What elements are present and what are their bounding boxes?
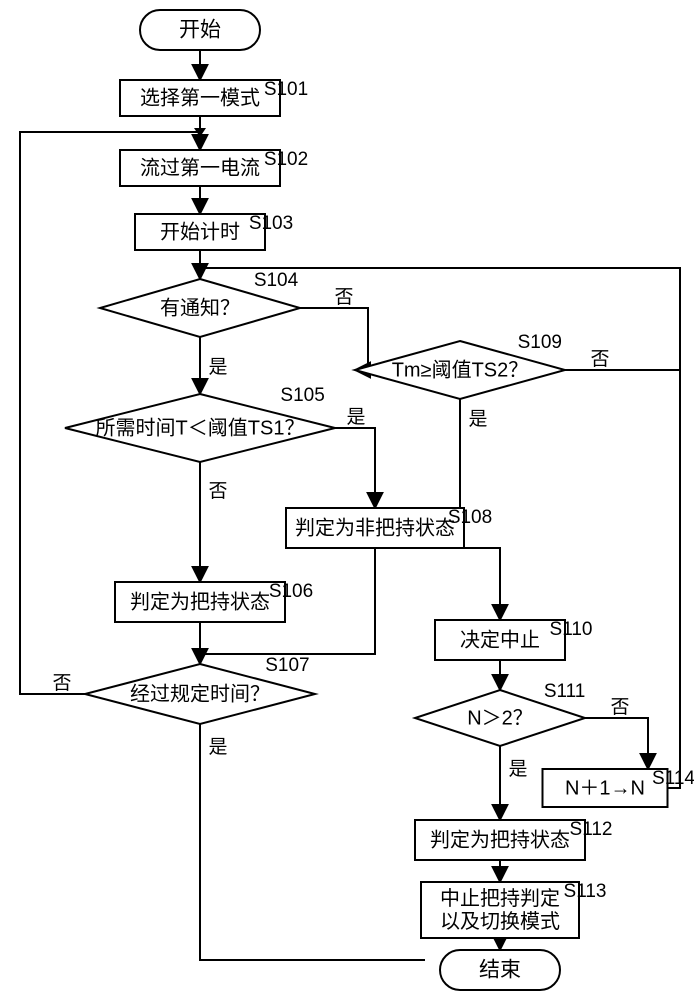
node-s103: 开始计时 S103 — [135, 213, 293, 250]
edge-label: 是 — [208, 737, 227, 758]
step-label: S114 — [652, 768, 694, 789]
step-label: S106 — [269, 581, 313, 602]
node-label: 所需时间T＜阈值TS1？ — [96, 416, 305, 439]
step-label: S108 — [448, 507, 492, 528]
edge-label: 否 — [590, 349, 609, 370]
edge: 是 — [200, 337, 228, 394]
edge — [668, 268, 680, 788]
edge-label: 是 — [208, 357, 227, 378]
node-s108: 判定为非把持状态S108 — [286, 507, 492, 548]
node-s112: 判定为把持状态S112 — [415, 819, 612, 860]
node-s102: 流过第一电流S102 — [120, 149, 308, 186]
edge-label: 否 — [610, 697, 629, 718]
node-s106: 判定为把持状态S106 — [115, 581, 313, 622]
node-s114: N＋1→N S114 — [543, 768, 694, 807]
node-s113: 中止把持判定以及切换模式S113 — [421, 881, 606, 938]
node-label: 判定为把持状态 — [430, 828, 570, 851]
node-label: 开始计时 — [160, 220, 240, 243]
node-label: 有通知？ — [160, 296, 240, 319]
edge-label: 否 — [208, 481, 227, 502]
step-label: S111 — [544, 681, 586, 702]
node-s109: Tm≥阈值TS2？ S109 — [355, 332, 565, 399]
edge-label: 是 — [508, 759, 527, 780]
edge: 是 — [335, 407, 375, 508]
node-s111: N＞2？ S111 — [415, 681, 585, 746]
node-label: N＋1→N — [565, 777, 645, 799]
step-label: S103 — [249, 213, 293, 234]
node-label: N＞2？ — [467, 707, 533, 729]
node-label: 经过规定时间？ — [130, 682, 270, 705]
step-label: S107 — [265, 655, 309, 676]
step-label: S105 — [280, 385, 324, 406]
node-label: 判定为非把持状态 — [295, 516, 455, 539]
node-s105: 所需时间T＜阈值TS1？ S105 — [65, 385, 335, 462]
node-label: 决定中止 — [460, 628, 540, 651]
node-label: 以及切换模式 — [440, 910, 560, 933]
node-label: 流过第一电流 — [140, 156, 260, 179]
edge: 否 — [585, 697, 648, 769]
edge: 否 — [200, 462, 228, 582]
node-start: 开始 — [140, 10, 260, 50]
node-label: 开始 — [179, 19, 221, 42]
edge — [460, 548, 500, 620]
step-label: S104 — [254, 270, 299, 291]
edge: 是 — [500, 746, 528, 820]
flowchart: 是否否是否是否是是否开始选择第一模式S101流过第一电流S102开始计时S103… — [0, 0, 694, 1000]
node-label: 结束 — [479, 959, 521, 982]
edge-label: 是 — [468, 409, 487, 430]
node-s110: 决定中止 S110 — [435, 619, 592, 660]
step-label: S102 — [264, 149, 308, 170]
node-s104: 有通知？ S104 — [100, 270, 300, 337]
edge: 否 — [300, 287, 368, 370]
edge-label: 否 — [334, 287, 353, 308]
step-label: S101 — [264, 79, 308, 100]
edge: 是 — [200, 724, 425, 960]
step-label: S110 — [550, 619, 593, 640]
edge-label: 是 — [346, 407, 365, 428]
node-label: Tm≥阈值TS2？ — [392, 358, 529, 381]
node-label: 选择第一模式 — [140, 86, 260, 109]
step-label: S112 — [570, 819, 613, 840]
node-label: 中止把持判定 — [440, 887, 560, 910]
node-s101: 选择第一模式S101 — [120, 79, 308, 116]
node-end: 结束 — [440, 950, 560, 990]
node-s107: 经过规定时间？ S107 — [85, 655, 315, 724]
edge-label: 否 — [52, 673, 71, 694]
step-label: S109 — [518, 332, 562, 353]
step-label: S113 — [564, 881, 607, 902]
node-label: 判定为把持状态 — [130, 590, 270, 613]
